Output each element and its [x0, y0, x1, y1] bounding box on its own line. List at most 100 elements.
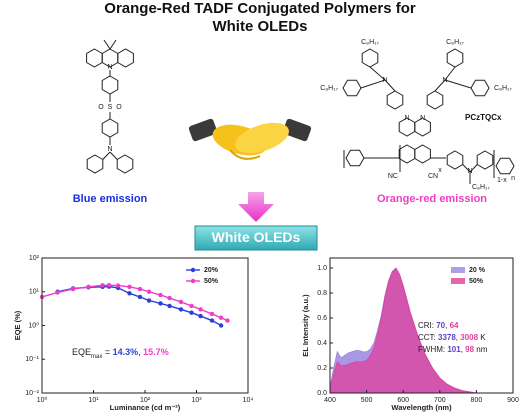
annotation-part: , — [445, 321, 449, 330]
atom-label: n — [511, 175, 515, 182]
x-axis-label: Wavelength (nm) — [391, 403, 452, 412]
legend-marker — [190, 278, 196, 284]
x-tick-label: 500 — [361, 397, 373, 404]
data-point — [127, 291, 132, 296]
left-structure: N S O O N — [86, 39, 134, 174]
plot-frame — [329, 257, 514, 394]
x-tick-label: 600 — [397, 397, 409, 404]
annotation-part: max — [91, 354, 102, 360]
data-point — [189, 310, 194, 315]
annotation: EQEmax = 14.3%, 15.7% — [72, 347, 169, 359]
data-point — [127, 284, 132, 290]
title-line: White OLEDs — [212, 18, 307, 35]
annotation-part: EQE — [72, 347, 91, 357]
banner-box — [194, 225, 318, 251]
atom-label: 1-x — [497, 177, 507, 184]
annotation-part: 98 — [465, 345, 474, 354]
y-tick-label: 1.0 — [317, 265, 327, 272]
legend-swatch — [451, 278, 465, 284]
annotation-part: 14.3% — [113, 347, 139, 357]
atom-label: C₈H₁₇ — [361, 39, 379, 46]
left-caption: Blue emission — [73, 193, 148, 205]
y-tick-label: 10¹ — [29, 289, 40, 296]
annotation-part: 70 — [436, 321, 445, 330]
legend-label: 50% — [204, 278, 219, 285]
data-point — [55, 290, 60, 295]
x-tick-label: 10³ — [191, 397, 202, 404]
x-tick-label: 10² — [140, 397, 151, 404]
atom-label: O — [116, 104, 122, 111]
y-tick-label: 0.0 — [317, 390, 327, 397]
data-point — [158, 301, 163, 306]
data-point — [86, 284, 91, 290]
annotation-part: 64 — [450, 321, 459, 330]
data-point — [137, 286, 143, 292]
y-axis-label: EQE (%) — [13, 310, 22, 340]
data-point — [137, 294, 143, 300]
annotation-part: , — [461, 345, 465, 354]
data-point — [178, 299, 184, 305]
y-tick-label: 10⁻² — [25, 390, 39, 397]
y-tick-label: 0.8 — [317, 290, 327, 297]
annotation-part: FWHM: — [418, 345, 447, 354]
x-tick-label: 900 — [507, 397, 519, 404]
annotation: CRI: 70, 64 — [418, 321, 459, 330]
x-tick-label: 800 — [471, 397, 483, 404]
data-point — [146, 298, 152, 303]
y-tick-label: 0.6 — [317, 315, 327, 322]
right-structure: C₈H₁₇ C₈H₁₇ C₈H₁₇ C₈H₁₇ N N N N NC CN N … — [320, 39, 515, 191]
x-tick-label: 700 — [434, 397, 446, 404]
atom-label: N — [442, 77, 447, 84]
y-axis-label: EL Intensity (a.u.) — [301, 294, 310, 357]
data-point — [198, 313, 203, 319]
data-point — [115, 283, 121, 288]
legend-label: 50% — [469, 278, 484, 285]
data-point — [158, 292, 163, 298]
annotation-part: 3008 — [460, 333, 478, 342]
atom-label: x — [438, 167, 442, 174]
polymer-name: PCzTQCx — [465, 113, 502, 122]
legend-label: 20% — [204, 267, 219, 274]
annotation-part: = — [102, 347, 112, 357]
y-tick-label: 10⁰ — [28, 321, 39, 329]
atom-label: N — [107, 146, 112, 153]
atom-label: N — [420, 115, 425, 122]
data-point — [167, 303, 172, 309]
data-point — [178, 307, 184, 312]
data-point — [106, 282, 112, 288]
data-point — [146, 289, 152, 294]
atom-label: C₈H₁₇ — [494, 85, 512, 92]
annotation-part: 15.7% — [143, 347, 169, 357]
annotation-part: CRI: — [418, 321, 436, 330]
annotation: CCT: 3378, 3008 K — [418, 333, 486, 342]
atom-label: N — [404, 115, 409, 122]
series-area — [329, 267, 477, 394]
x-tick-label: 400 — [324, 397, 336, 404]
y-tick-label: 10⁻¹ — [25, 356, 39, 363]
annotation-part: nm — [474, 345, 488, 354]
data-point — [100, 283, 105, 288]
data-point — [218, 315, 224, 320]
data-point — [225, 318, 230, 323]
handshake-icon — [188, 118, 312, 160]
legend-label: 20 % — [469, 267, 486, 274]
y-tick-label: 10² — [29, 255, 40, 262]
annotation: FWHM: 101, 98 nm — [418, 345, 488, 354]
data-point — [209, 318, 215, 323]
annotation-part: 101 — [447, 345, 461, 354]
atom-label: N — [467, 168, 472, 175]
atom-label: C₈H₁₇ — [320, 85, 338, 92]
x-tick-label: 10⁴ — [243, 397, 254, 404]
annotation-part: , — [456, 333, 460, 342]
atom-label: C₈H₁₇ — [446, 39, 464, 46]
atom-label: O — [98, 104, 104, 111]
atom-label: NC — [388, 173, 398, 180]
title-line: Orange-Red TADF Conjugated Polymers for — [104, 0, 416, 17]
x-tick-label: 10⁰ — [37, 396, 48, 404]
annotation-part: CCT: — [418, 333, 438, 342]
y-tick-label: 0.4 — [317, 340, 327, 347]
x-axis-label: Luminance (cd m⁻²) — [110, 403, 181, 412]
y-tick-label: 0.2 — [317, 365, 327, 372]
data-point — [70, 286, 76, 292]
